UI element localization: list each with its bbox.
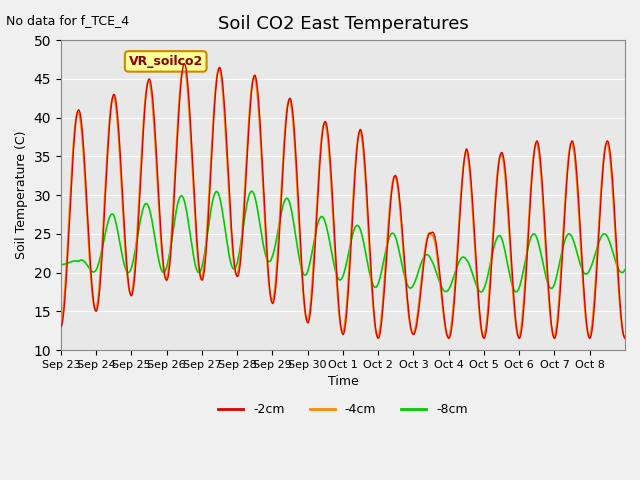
Text: No data for f_TCE_4: No data for f_TCE_4 bbox=[6, 14, 129, 27]
Legend: -2cm, -4cm, -8cm: -2cm, -4cm, -8cm bbox=[213, 398, 473, 421]
Y-axis label: Soil Temperature (C): Soil Temperature (C) bbox=[15, 131, 28, 259]
Text: VR_soilco2: VR_soilco2 bbox=[129, 55, 203, 68]
X-axis label: Time: Time bbox=[328, 375, 358, 388]
Title: Soil CO2 East Temperatures: Soil CO2 East Temperatures bbox=[218, 15, 468, 33]
